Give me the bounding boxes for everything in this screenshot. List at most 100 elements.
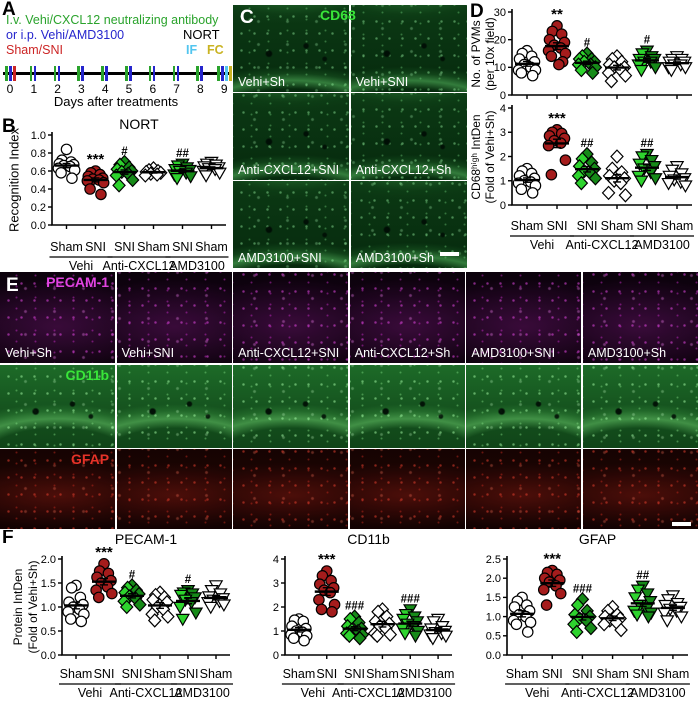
panel-c-label: C xyxy=(240,7,254,28)
micrograph-tile xyxy=(349,449,465,529)
tile-condition-label: AMD3100+Sh xyxy=(355,250,434,265)
chart-cd68-intden: CD68ʰⁱᵍʰ IntDen (Fold of Vehi+Sh) 0 1 2 3 4 ***… xyxy=(468,100,698,270)
timeline-tick xyxy=(9,66,12,81)
svg-text:Sham: Sham xyxy=(657,667,690,681)
svg-text:Sham: Sham xyxy=(144,667,177,681)
svg-text:##: ## xyxy=(641,138,654,150)
timeline-line xyxy=(3,72,230,75)
micrograph-tile: AMD3100+SNI xyxy=(466,272,582,363)
svg-text:0.5: 0.5 xyxy=(41,626,56,638)
timeline-day-number: 1 xyxy=(30,82,38,96)
timeline-day-number: 0 xyxy=(6,82,14,96)
svg-text:0.4: 0.4 xyxy=(31,184,46,196)
timeline-tick xyxy=(148,66,152,81)
svg-text:0: 0 xyxy=(500,200,506,212)
svg-text:0.8: 0.8 xyxy=(31,148,46,160)
if-label: IF xyxy=(186,43,198,57)
timeline-day-number: 4 xyxy=(101,82,109,96)
tile-condition-label: Vehi+Sh xyxy=(238,74,285,89)
svg-text:Vehi: Vehi xyxy=(525,686,549,700)
panel-c-scale-bar xyxy=(440,252,459,256)
panel-a-label: A xyxy=(2,0,16,20)
panel-a-timeline: A I.v. Vehi/CXCL12 neutralizing antibody… xyxy=(0,0,233,112)
chart-title: CD11b xyxy=(347,531,390,547)
chart-title: NORT xyxy=(119,116,159,132)
cd68-marker-label: CD68 xyxy=(320,7,356,23)
svg-text:SNI: SNI xyxy=(344,667,365,681)
micrograph-tile xyxy=(349,364,465,448)
timeline-day-number: 8 xyxy=(197,82,204,96)
svg-text:2.0: 2.0 xyxy=(486,573,501,585)
svg-text:0.6: 0.6 xyxy=(31,166,46,178)
svg-text:#: # xyxy=(185,574,192,586)
micrograph-tile xyxy=(116,449,232,529)
timeline-tick xyxy=(229,66,232,81)
svg-text:#: # xyxy=(129,569,136,581)
timeline-tick xyxy=(77,66,80,81)
svg-text:SNI: SNI xyxy=(114,240,135,254)
svg-text:1: 1 xyxy=(500,176,506,188)
svg-text:AMD3100: AMD3100 xyxy=(169,259,225,273)
treatment-amd3100-text: or i.p. Vehi/AMD3100 xyxy=(6,28,125,42)
chart-title: GFAP xyxy=(578,531,617,547)
micrograph-tile xyxy=(466,449,582,529)
chart-nort: NORT Recognition Index 0.0 0.2 0.4 0.6 0.8 1.0 *… xyxy=(0,115,233,273)
timeline-tick xyxy=(57,66,61,81)
svg-text:###: ### xyxy=(401,593,421,605)
chart-gfap: GFAP 0.0 0.5 1.0 1.5 2.0 2.5 *** ### ## Sham SNI Veh… xyxy=(462,531,698,702)
svg-text:###: ### xyxy=(345,601,365,613)
svg-text:30: 30 xyxy=(494,7,506,19)
nort-label: NORT xyxy=(183,27,220,42)
timeline-tick xyxy=(33,66,37,81)
micrograph-tile: GFAP xyxy=(0,449,116,529)
timeline-tick xyxy=(101,66,104,81)
tile-condition-label: Anti-CXCL12+SNI xyxy=(238,162,340,177)
tile-condition-label: AMD3100+SNI xyxy=(238,250,322,265)
panel-c-image-grid: Vehi+Sh Vehi+SNI Anti-CXCL12+SNI Anti-CXCL1… xyxy=(233,5,467,268)
timeline-tick xyxy=(13,66,16,81)
micrograph-tile: Vehi+SNI xyxy=(116,272,232,363)
svg-text:**: ** xyxy=(551,6,563,23)
svg-text:1.5: 1.5 xyxy=(41,578,56,590)
cd11b-marker-label: CD11b xyxy=(65,366,110,383)
svg-text:0.0: 0.0 xyxy=(31,220,46,232)
svg-text:SNI: SNI xyxy=(542,667,563,681)
svg-text:Sham: Sham xyxy=(661,219,694,233)
timeline-day-number: 5 xyxy=(125,82,133,96)
treatment-antibody-text: I.v. Vehi/CXCL12 neutralizing antibody xyxy=(6,13,219,27)
svg-text:2.5: 2.5 xyxy=(486,554,501,566)
timeline-tick xyxy=(200,66,203,81)
tile-condition-label: Anti-CXCL12+SNI xyxy=(238,346,340,360)
micrograph-tile xyxy=(582,449,698,529)
micrograph-tile: AMD3100+Sh xyxy=(582,272,698,363)
micrograph-tile: Anti-CXCL12+Sh xyxy=(350,93,467,180)
timeline-axis: 0 1 2 3 4 5 6 7 8 9 xyxy=(0,0,233,112)
fc-label: FC xyxy=(207,43,224,57)
svg-text:SNI: SNI xyxy=(178,667,199,681)
svg-text:Sham: Sham xyxy=(601,219,634,233)
svg-text:Anti-CXCL12: Anti-CXCL12 xyxy=(110,686,183,700)
chart-pvms: No. of PVMs (per 10x field) 0 10 20 30 ** # # xyxy=(468,0,698,102)
panel-f-label: F xyxy=(2,527,14,548)
timeline-tick xyxy=(225,66,228,81)
tile-condition-label: AMD3100+SNI xyxy=(471,346,556,360)
timeline-tick xyxy=(176,66,180,81)
svg-text:###: ### xyxy=(573,583,593,595)
svg-text:SNI: SNI xyxy=(637,219,658,233)
svg-text:1: 1 xyxy=(273,626,279,638)
pecam-1-marker-label: PECAM-1 xyxy=(46,274,110,290)
svg-text:0.5: 0.5 xyxy=(486,631,501,643)
svg-text:2: 2 xyxy=(273,602,279,614)
timeline-tick xyxy=(196,66,199,81)
tile-condition-label: Vehi+Sh xyxy=(5,346,52,360)
svg-text:Vehi: Vehi xyxy=(78,686,102,700)
timeline-day-number: 2 xyxy=(54,82,61,96)
svg-text:***: *** xyxy=(95,544,113,561)
svg-text:Sham: Sham xyxy=(506,667,539,681)
svg-text:4: 4 xyxy=(273,554,279,566)
svg-text:2: 2 xyxy=(500,151,506,163)
svg-text:##: ## xyxy=(581,138,594,150)
